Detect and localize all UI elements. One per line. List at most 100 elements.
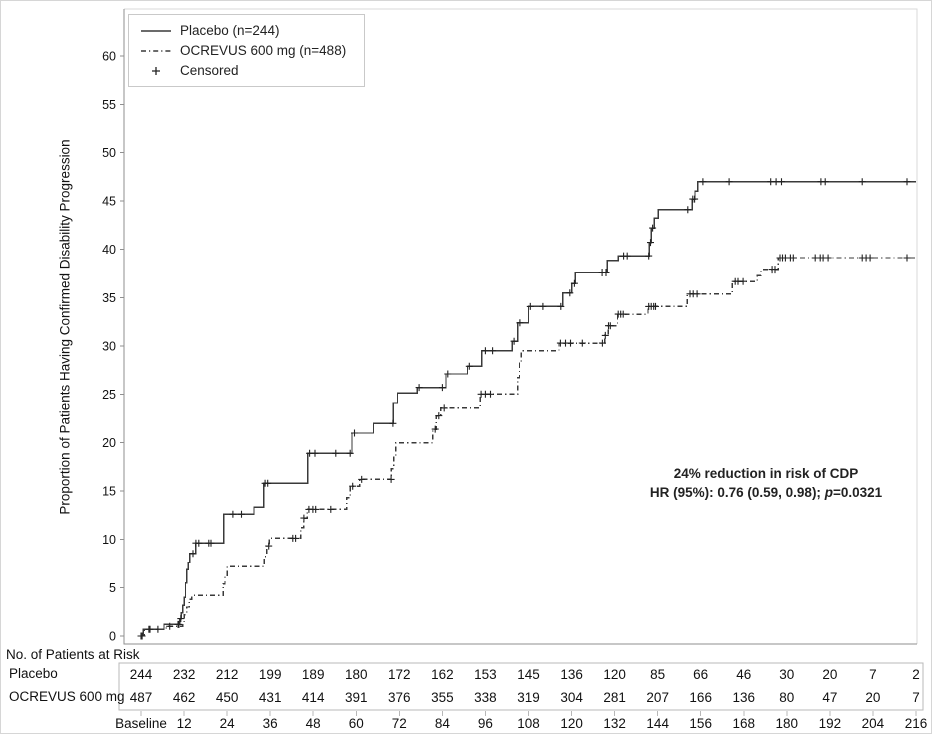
risk-row-label-placebo: Placebo <box>9 666 58 681</box>
censor-mark <box>691 195 699 203</box>
risk-value: 47 <box>822 690 837 705</box>
x-tick-label: 72 <box>392 716 407 731</box>
x-tick-label: 120 <box>560 716 583 731</box>
risk-value: 136 <box>560 667 583 682</box>
legend-label: Placebo (n=244) <box>180 23 280 38</box>
censor-mark <box>578 339 586 347</box>
risk-value: 166 <box>689 690 712 705</box>
censor-mark <box>526 302 534 310</box>
censor-mark <box>415 384 423 392</box>
risk-value: 376 <box>388 690 411 705</box>
y-tick-label: 10 <box>102 533 116 547</box>
risk-value: 172 <box>388 667 411 682</box>
censor-mark <box>292 534 300 542</box>
censor-mark <box>349 482 357 490</box>
solid-line-icon <box>139 24 173 38</box>
censor-mark <box>189 550 197 558</box>
x-tick-label: 192 <box>819 716 842 731</box>
censor-mark <box>510 337 518 345</box>
legend: Placebo (n=244) OCREVUS 600 mg (n=488) C… <box>128 14 366 87</box>
censor-mark <box>647 239 654 247</box>
risk-value: 232 <box>173 667 196 682</box>
censor-mark <box>601 331 609 339</box>
y-tick-label: 45 <box>102 195 116 209</box>
censor-mark <box>606 322 614 330</box>
censor-mark <box>557 302 565 310</box>
risk-table-title: No. of Patients at Risk <box>6 647 140 662</box>
hazard-ratio-annotation: 24% reduction in risk of CDP HR (95%): 0… <box>591 464 931 502</box>
x-tick-label: 12 <box>177 716 192 731</box>
censor-mark <box>346 449 354 457</box>
censor-mark <box>229 510 237 518</box>
censor-mark <box>312 505 320 513</box>
censor-mark <box>332 449 340 457</box>
annotation-line1: 24% reduction in risk of CDP <box>673 466 859 481</box>
censor-mark <box>645 252 653 260</box>
risk-value: 162 <box>431 667 454 682</box>
risk-value: 450 <box>216 690 239 705</box>
censor-mark <box>195 539 203 547</box>
risk-value: 136 <box>733 690 756 705</box>
censor-mark <box>444 370 452 378</box>
legend-item-ocrevus: OCREVUS 600 mg (n=488) <box>139 41 346 60</box>
censor-mark <box>903 178 911 186</box>
y-tick-label: 5 <box>109 581 116 595</box>
risk-value: 319 <box>517 690 540 705</box>
plot-frame <box>124 8 918 644</box>
censor-mark <box>623 252 631 260</box>
censor-mark <box>166 622 174 630</box>
plus-marker-icon <box>139 64 173 78</box>
y-tick-label: 35 <box>102 291 116 305</box>
legend-label: OCREVUS 600 mg (n=488) <box>180 43 347 58</box>
censor-mark <box>264 479 272 487</box>
censor-mark <box>821 178 829 186</box>
risk-value: 80 <box>779 690 794 705</box>
censor-mark <box>177 615 185 623</box>
censor-mark <box>311 449 319 457</box>
x-tick-label: 180 <box>776 716 799 731</box>
annotation-line2: HR (95%): 0.76 (0.59, 0.98); p=0.0321 <box>649 485 883 500</box>
censor-mark <box>598 339 606 347</box>
censor-mark <box>146 625 154 633</box>
censor-mark <box>566 289 574 297</box>
censor-mark <box>389 419 397 427</box>
risk-value: 85 <box>650 667 665 682</box>
y-tick-label: 0 <box>109 630 116 644</box>
risk-value: 487 <box>130 690 153 705</box>
censor-mark <box>567 339 574 347</box>
x-tick-label: 132 <box>603 716 626 731</box>
y-tick-label: 30 <box>102 340 116 354</box>
censor-mark <box>207 539 215 547</box>
censor-mark <box>438 384 446 392</box>
risk-table-box <box>118 662 924 711</box>
censor-mark <box>265 542 273 550</box>
y-tick-label: 15 <box>102 485 116 499</box>
censor-mark <box>435 412 443 420</box>
censor-mark <box>327 505 335 513</box>
risk-value: 30 <box>779 667 794 682</box>
risk-value: 355 <box>431 690 454 705</box>
x-tick-label: 84 <box>435 716 451 731</box>
censor-mark <box>539 302 547 310</box>
censor-mark <box>858 178 866 186</box>
y-tick-label: 55 <box>102 98 116 112</box>
censor-mark <box>649 224 657 232</box>
censor-mark <box>684 206 692 214</box>
censor-mark <box>739 277 747 285</box>
censor-mark <box>300 514 308 522</box>
censor-mark <box>725 178 733 186</box>
x-tick-label: 36 <box>263 716 278 731</box>
ocrevus-curve <box>141 257 916 637</box>
x-tick-label: 144 <box>646 716 669 731</box>
risk-value: 120 <box>603 667 626 682</box>
risk-value: 46 <box>736 667 751 682</box>
x-tick-label: 60 <box>349 716 364 731</box>
x-tick-label: 96 <box>478 716 493 731</box>
legend-item-censored: Censored <box>139 61 346 80</box>
risk-value: 66 <box>693 667 708 682</box>
censor-mark <box>824 254 832 262</box>
risk-value: 414 <box>302 690 325 705</box>
risk-value: 207 <box>646 690 669 705</box>
censor-mark <box>516 319 524 327</box>
